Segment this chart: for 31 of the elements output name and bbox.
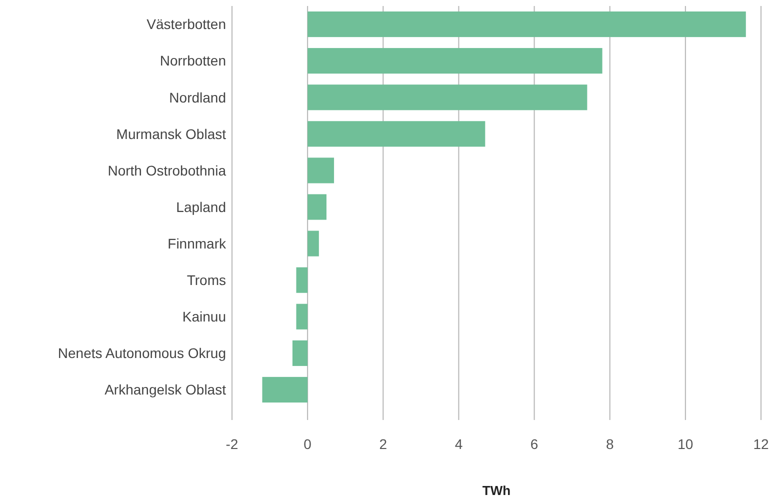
bar	[308, 194, 326, 220]
bar	[308, 121, 486, 147]
x-tick-label: 0	[304, 436, 312, 452]
x-axis-title: TWh	[482, 483, 511, 498]
bar	[262, 376, 308, 403]
x-tick-label: 12	[753, 436, 769, 452]
y-tick-label: Lapland	[176, 198, 226, 215]
bar	[308, 158, 334, 184]
bar	[308, 230, 319, 256]
y-tick-label: Murmansk Oblast	[116, 126, 226, 142]
x-tick-label: 4	[454, 436, 463, 452]
y-tick-label: Arkhangelsk Oblast	[104, 382, 226, 398]
bar	[296, 304, 308, 330]
y-tick-label: Nenets Autonomous Okrug	[58, 345, 226, 362]
bar	[296, 267, 308, 293]
x-tick-label: 10	[678, 436, 694, 452]
x-tick-label: -2	[226, 436, 238, 452]
x-tick-label: 8	[606, 436, 614, 452]
bar	[308, 48, 602, 74]
bar	[308, 84, 588, 110]
bar	[292, 340, 308, 366]
y-tick-label: Nordland	[169, 89, 226, 106]
y-tick-label: Troms	[186, 272, 226, 288]
x-tick-label: 2	[379, 436, 388, 452]
y-tick-label: Kainuu	[182, 308, 226, 325]
bar	[308, 11, 746, 38]
x-tick-label: 6	[530, 436, 538, 452]
y-tick-label: Norrbotten	[160, 52, 226, 69]
y-tick-label: North Ostrobothnia	[108, 162, 226, 178]
y-tick-label: Västerbotten	[146, 16, 226, 32]
y-tick-label: Finnmark	[168, 235, 227, 252]
